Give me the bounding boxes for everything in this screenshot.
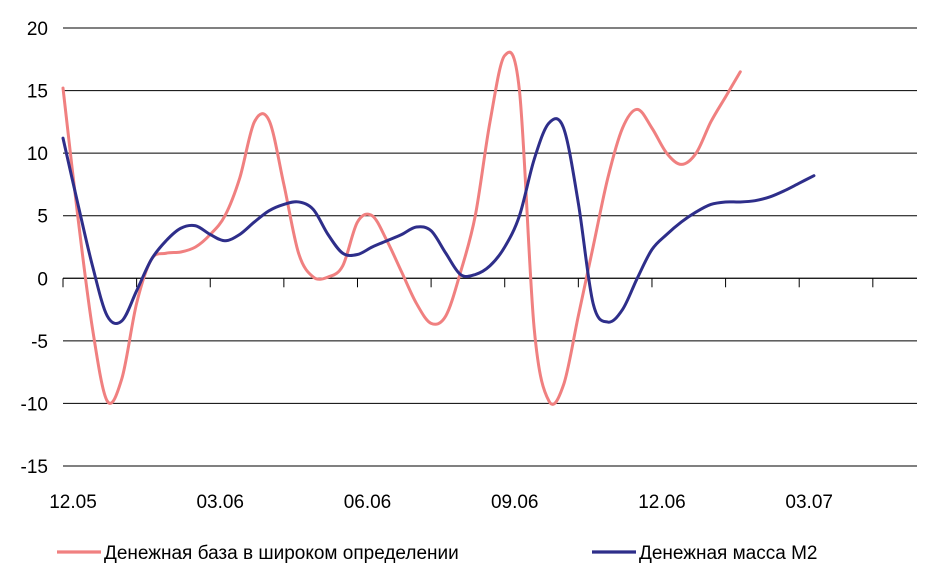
- y-tick-label: -10: [21, 394, 48, 415]
- legend: Денежная база в широком определении Денеж…: [57, 543, 818, 564]
- x-tick-label: 03.06: [196, 492, 244, 513]
- y-tick-label: -5: [31, 332, 48, 353]
- y-tick-label: 0: [37, 269, 48, 290]
- y-tick-label: 15: [27, 82, 48, 103]
- y-tick-label: 20: [27, 19, 48, 40]
- x-axis: [62, 277, 917, 288]
- gridlines: [63, 27, 917, 467]
- y-tick-label: 5: [37, 207, 48, 228]
- x-tick-label: 09.06: [491, 492, 539, 513]
- legend-label-2: Денежная масса М2: [639, 543, 818, 564]
- series-line-1: [61, 50, 742, 406]
- x-tick-label: 03.07: [785, 492, 833, 513]
- x-tick-label: 12.06: [638, 492, 686, 513]
- y-tick-label: -15: [21, 457, 48, 478]
- y-axis-tick-labels: 20 15 10 5 0 -5 -10 -15: [21, 19, 48, 478]
- y-tick-label: 10: [27, 144, 48, 165]
- legend-label-1: Денежная база в широком определении: [104, 543, 459, 564]
- series-lines: [61, 50, 816, 406]
- x-tick-label: 06.06: [344, 492, 392, 513]
- x-axis-tick-labels: 12.05 03.06 06.06 09.06 12.06 03.07: [49, 492, 833, 513]
- x-tick-label: 12.05: [49, 492, 97, 513]
- series-line-2: [61, 117, 816, 325]
